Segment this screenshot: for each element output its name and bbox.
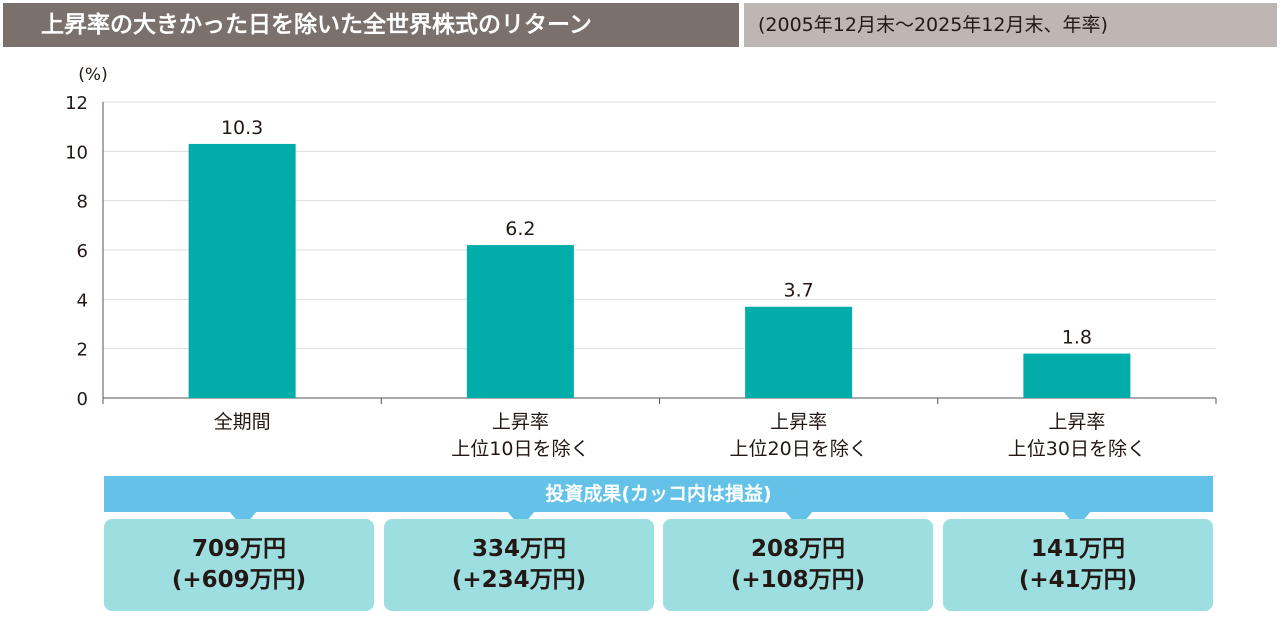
x-category-label: 上位10日を除く	[451, 438, 589, 460]
result-card-2: 334万円 (+234万円)	[384, 519, 654, 611]
bar-value-label: 1.8	[1062, 327, 1092, 349]
y-tick-label: 8	[77, 192, 88, 213]
result-card-3: 208万円 (+108万円)	[663, 519, 933, 611]
x-category-label: 上昇率	[770, 411, 827, 433]
bar	[745, 306, 853, 398]
bar	[466, 245, 574, 398]
chart-title: 上昇率の大きかった日を除いた全世界株式のリターン	[3, 3, 739, 47]
x-category-label: 全期間	[214, 411, 271, 433]
y-tick-label: 12	[65, 93, 88, 114]
result-gain: (+108万円)	[730, 567, 866, 593]
result-card-1: 709万円 (+609万円)	[104, 519, 374, 611]
x-category-label: 上位30日を除く	[1008, 438, 1146, 460]
bar	[188, 143, 296, 398]
bar-chart: 024681012(%)10.3全期間6.2上昇率上位10日を除く3.7上昇率上…	[65, 65, 1217, 460]
result-value: 141万円	[1030, 536, 1125, 562]
x-category-label: 上昇率	[1048, 411, 1105, 433]
y-tick-label: 6	[77, 241, 88, 262]
y-tick-label: 4	[77, 290, 88, 311]
period-note: (2005年12月末〜2025年12月末、年率)	[744, 3, 1277, 47]
bar-value-label: 6.2	[505, 218, 535, 240]
y-axis-unit: (%)	[78, 65, 107, 85]
y-tick-label: 0	[77, 389, 88, 410]
bar-value-label: 10.3	[221, 117, 263, 139]
bar	[1023, 353, 1131, 398]
result-card-4: 141万円 (+41万円)	[943, 519, 1213, 611]
result-value: 208万円	[750, 536, 845, 562]
y-tick-label: 10	[65, 142, 88, 163]
x-category-label: 上位20日を除く	[730, 438, 868, 460]
result-gain: (+41万円)	[1018, 567, 1138, 593]
results-banner: 投資成果(カッコ内は損益)	[104, 476, 1213, 512]
y-tick-label: 2	[77, 340, 88, 361]
result-gain: (+234万円)	[451, 567, 587, 593]
result-gain: (+609万円)	[171, 567, 307, 593]
x-category-label: 上昇率	[492, 411, 549, 433]
result-value: 709万円	[191, 536, 286, 562]
bar-value-label: 3.7	[784, 280, 814, 302]
result-value: 334万円	[471, 536, 566, 562]
